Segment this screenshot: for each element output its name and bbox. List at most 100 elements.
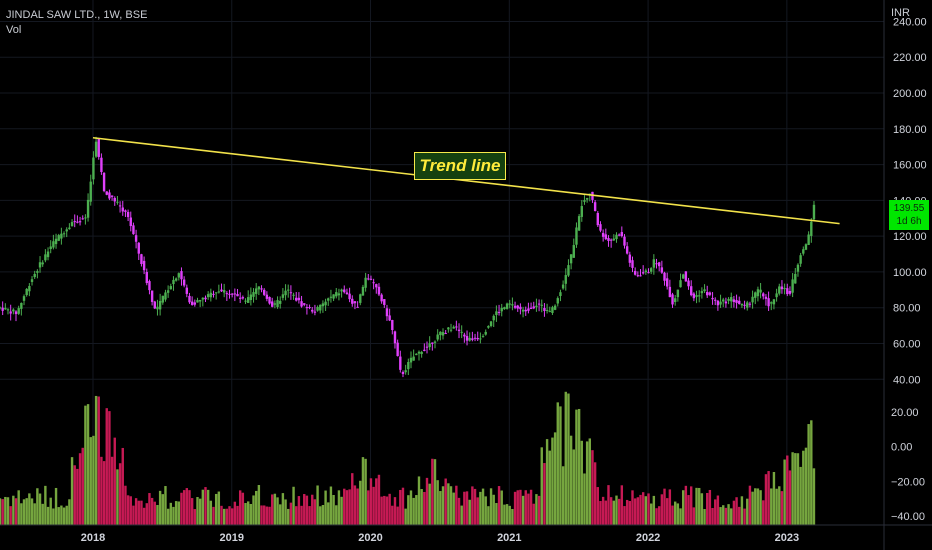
candle-body bbox=[0, 307, 2, 309]
volume-bar bbox=[276, 497, 279, 525]
candle-body bbox=[727, 298, 730, 301]
volume-bar bbox=[324, 490, 327, 525]
volume-bar bbox=[593, 462, 597, 525]
candle-body bbox=[775, 293, 778, 298]
volume-bar bbox=[455, 485, 458, 525]
volume-bar bbox=[4, 496, 7, 525]
candle-body bbox=[567, 265, 570, 276]
candle-body bbox=[30, 279, 34, 282]
volume-bar bbox=[375, 478, 378, 525]
candle-body bbox=[748, 303, 752, 305]
candle-body bbox=[33, 273, 36, 278]
candle-body bbox=[321, 303, 325, 307]
volume-bar bbox=[62, 507, 66, 525]
candle-body bbox=[271, 301, 274, 307]
volume-bar bbox=[431, 458, 434, 525]
volume-bar bbox=[748, 485, 752, 525]
candle-body bbox=[86, 199, 90, 218]
volume-bar bbox=[588, 438, 591, 525]
candle-body bbox=[447, 327, 450, 330]
time-tick-label: 2022 bbox=[636, 532, 660, 544]
volume-bar bbox=[553, 432, 557, 525]
volume-bar bbox=[700, 493, 704, 525]
price-tick-label: 200.00 bbox=[893, 88, 927, 100]
volume-bar bbox=[204, 487, 207, 525]
candle-body bbox=[263, 289, 266, 295]
volume-bar bbox=[609, 497, 613, 525]
time-tick-label: 2023 bbox=[775, 532, 799, 544]
volume-bar bbox=[30, 498, 34, 525]
currency-label: INR bbox=[891, 7, 910, 19]
candle-body bbox=[166, 290, 170, 293]
candle-body bbox=[730, 297, 733, 302]
candle-body bbox=[732, 299, 736, 303]
volume-bar bbox=[537, 495, 541, 525]
candle-body bbox=[420, 351, 423, 355]
volume-label[interactable]: Vol bbox=[6, 24, 22, 36]
volume-bar bbox=[457, 497, 461, 525]
volume-bar bbox=[158, 490, 162, 525]
volume-bar bbox=[807, 424, 810, 525]
volume-bar bbox=[452, 492, 455, 525]
candle-body bbox=[609, 239, 613, 241]
candle-body bbox=[455, 326, 458, 328]
candle-body bbox=[465, 336, 469, 341]
volume-bar bbox=[772, 472, 776, 525]
candle-body bbox=[505, 303, 509, 309]
candle-body bbox=[772, 299, 776, 305]
candle-body bbox=[9, 311, 12, 314]
candle-body bbox=[631, 260, 634, 268]
candle-body bbox=[292, 294, 295, 296]
candle-body bbox=[607, 237, 610, 241]
volume-bar bbox=[22, 499, 26, 525]
candle-body bbox=[38, 262, 42, 268]
volume-bar bbox=[300, 505, 303, 525]
symbol-title[interactable]: JINDAL SAW LTD., 1W, BSE bbox=[6, 9, 148, 21]
candle-body bbox=[329, 296, 333, 298]
candle-body bbox=[457, 329, 461, 332]
candle-body bbox=[97, 138, 100, 157]
candle-body bbox=[78, 221, 82, 223]
volume-bar bbox=[804, 447, 808, 525]
volume-bar bbox=[273, 493, 277, 525]
candle-body bbox=[356, 306, 359, 308]
candle-body bbox=[260, 288, 263, 290]
candle-body bbox=[279, 300, 282, 304]
volume-bar bbox=[439, 491, 442, 525]
candle-body bbox=[145, 272, 148, 284]
candle-body bbox=[198, 299, 202, 302]
candle-body bbox=[129, 217, 132, 227]
volume-bar bbox=[132, 505, 135, 525]
volume-bar bbox=[327, 502, 330, 525]
volume-bar bbox=[308, 506, 311, 525]
candle-body bbox=[340, 289, 343, 292]
candle-body bbox=[284, 290, 287, 296]
time-tick-label: 2021 bbox=[497, 532, 521, 544]
volume-bar bbox=[129, 496, 132, 525]
candle-body bbox=[559, 292, 562, 296]
volume-bar bbox=[81, 447, 84, 525]
trendline[interactable] bbox=[92, 136, 840, 225]
candle-body bbox=[14, 311, 18, 315]
volume-bar bbox=[311, 494, 314, 525]
volume-bar bbox=[716, 495, 720, 525]
volume-bar bbox=[735, 497, 738, 525]
volume-bar bbox=[524, 490, 527, 525]
volume-bar bbox=[479, 491, 482, 525]
candle-body bbox=[668, 286, 672, 298]
trendline-annotation[interactable]: Trend line bbox=[414, 152, 506, 180]
volume-bar bbox=[535, 494, 538, 525]
volume-bar bbox=[321, 504, 325, 525]
volume-bar bbox=[703, 509, 706, 525]
candle-body bbox=[657, 262, 661, 267]
candle-body bbox=[268, 296, 271, 304]
volume-bar bbox=[495, 503, 498, 525]
volume-bar bbox=[383, 495, 386, 525]
volume-bar bbox=[166, 508, 170, 525]
volume-bar bbox=[601, 496, 605, 525]
time-axis[interactable]: 2018 2019 2020 2021 2022 2023 bbox=[81, 532, 799, 544]
volume-bar bbox=[233, 501, 237, 525]
volume-bar bbox=[423, 491, 426, 525]
volume-bar bbox=[396, 506, 399, 525]
